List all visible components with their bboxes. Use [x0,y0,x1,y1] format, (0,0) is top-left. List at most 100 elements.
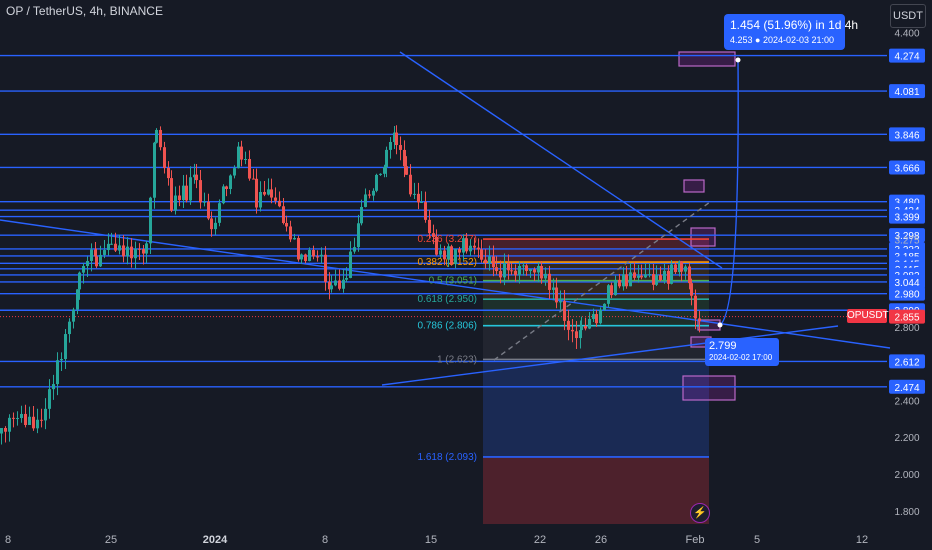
range-boxes [483,51,736,524]
projection-point [735,57,741,63]
projection-point [717,322,723,328]
currency-label[interactable]: USDT [890,4,926,28]
candle-body [694,295,697,319]
level-label-bg [889,354,925,369]
candle-body [300,254,303,260]
candle-body [289,226,292,240]
candle-body [698,318,701,322]
candle-body [68,321,71,335]
candle-body [495,267,498,272]
lightning-icon[interactable]: ⚡ [690,503,710,523]
candle-body [304,254,307,262]
candle-body [447,246,450,260]
candle-body [625,274,628,287]
candle-body [469,245,472,252]
candle-body [222,186,225,204]
time-tick: 8 [5,534,11,546]
candle-body [285,223,288,227]
candle-body [103,250,106,255]
time-tick: 15 [425,534,437,546]
candle-body [270,189,273,198]
candle-body [548,273,551,290]
candle-body [480,249,483,260]
candle-body [229,175,232,189]
candle-body [389,141,392,150]
fib-label: 0.786 (2.806) [418,321,478,332]
level-label-bg [889,84,925,99]
time-tick: Feb [686,534,705,546]
fib-zone [483,325,709,360]
fib-label: 1 (2.623) [437,354,477,365]
candle-body [72,309,75,322]
candle-body [210,218,213,230]
point-time: 2024-02-02 17:00 [709,353,773,362]
level-label: 4.081 [894,87,919,98]
candle-body [680,261,683,272]
candle-body [95,256,98,267]
candle-body [56,360,59,385]
fib-label: 0.5 (3.051) [429,276,477,287]
level-label: 3.298 [894,231,919,242]
candle-body [674,264,677,273]
measure-change: 1.454 (51.96%) in 1d 4h [730,18,859,32]
candle-body [385,149,388,168]
candle-body [637,275,640,278]
candle-body [614,279,617,296]
candle-body [450,246,453,265]
candle-body [529,269,532,271]
fib-zone [483,239,709,263]
candle-body [259,191,262,208]
candle-body [138,248,141,250]
candle-body [510,270,513,272]
candle-body [563,300,566,321]
candle-body [428,219,431,234]
candle-body [552,287,555,290]
candle-body [492,256,495,268]
time-tick: 8 [322,534,328,546]
candle-body [90,249,93,261]
candle-body [667,270,670,284]
level-label: 3.399 [894,213,919,224]
candle-body [334,280,337,286]
candle-body [134,248,137,259]
candle-body [0,428,3,434]
candle-body [328,281,331,290]
candle-body [360,206,363,224]
symbol-label: OPUSDT [847,310,889,321]
candle-body [579,330,582,339]
candle-body [278,200,281,207]
candle-body [580,326,583,331]
measure-tooltip: 1.454 (51.96%) in 1d 4h 4.253 ● 2024-02-… [724,14,858,50]
candle-body [237,146,240,169]
candle-body [20,413,23,419]
marker-box [683,179,705,193]
candle-body [618,279,621,287]
candle-body [454,249,457,265]
level-label: 2.980 [894,290,919,301]
candle-body [420,202,423,204]
candle-body [592,314,595,319]
level-label: 2.612 [894,357,919,368]
candle-body [644,274,647,278]
candle-body [52,384,55,390]
candle-body [159,129,162,148]
fib-label: 1.618 (2.093) [418,452,478,463]
level-label-bg [889,286,925,301]
level-label-bg [889,209,925,224]
candle-body [368,194,371,196]
level-label: 3.044 [894,278,919,289]
candle-body [555,287,558,303]
candle-body [207,201,210,219]
time-tick: 25 [105,534,117,546]
candle-body [353,247,356,252]
trend-line [0,219,891,349]
candle-body [170,178,173,211]
level-label: 3.666 [894,163,919,174]
candle-body [640,275,643,278]
time-tick: 26 [595,534,607,546]
candle-body [248,158,251,179]
candle-body [94,249,97,257]
time-tick: 22 [534,534,546,546]
